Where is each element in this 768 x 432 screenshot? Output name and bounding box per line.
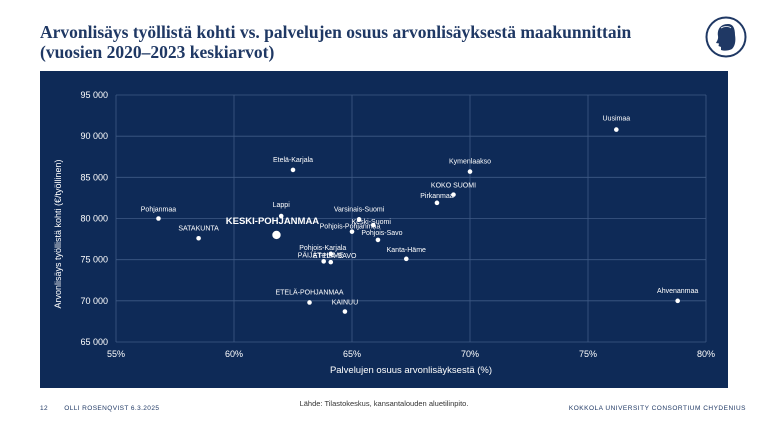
source-note: Lähde: Tilastokeskus, kansantalouden alu… xyxy=(299,399,469,408)
data-point xyxy=(156,216,161,221)
data-point xyxy=(356,217,362,222)
university-logo-icon xyxy=(705,16,747,58)
data-point xyxy=(349,229,355,234)
y-tick-label: 65 000 xyxy=(80,337,108,347)
x-axis-ticks: 55% 60% 65% 70% 75% 80% xyxy=(107,349,715,359)
data-point xyxy=(403,256,409,262)
point-label: Ahvenanmaa xyxy=(657,288,698,295)
scatter-chart: 55% 60% 65% 70% 75% 80% 65 000 70 000 75 000 80 … xyxy=(53,90,715,376)
data-point xyxy=(272,230,281,240)
point-label: ETELÄ-SAVO xyxy=(313,252,357,260)
y-tick-label: 85 000 xyxy=(80,172,108,182)
data-point xyxy=(328,259,334,265)
point-label: Etelä-Karjala xyxy=(273,157,313,164)
point-label: KESKI-POHJANMAA xyxy=(226,216,320,227)
data-point xyxy=(278,213,284,219)
point-label: Varsinais-Suomi xyxy=(334,206,385,213)
x-tick-label: 55% xyxy=(107,349,125,359)
data-point xyxy=(614,127,619,132)
y-tick-label: 95 000 xyxy=(80,90,108,100)
y-tick-label: 75 000 xyxy=(80,255,108,265)
y-axis-ticks: 65 000 70 000 75 000 80 000 85 000 90 000 95 0… xyxy=(80,90,108,347)
data-point xyxy=(307,300,312,305)
footer-left: 12 OLLI ROSENQVIST 6.3.2025 xyxy=(40,405,173,412)
data-point xyxy=(434,200,440,206)
point-label: SATAKUNTA xyxy=(178,225,219,232)
point-label: Pohjois-Savo xyxy=(361,230,402,237)
data-point xyxy=(451,192,456,197)
x-tick-label: 70% xyxy=(461,349,479,359)
data-point xyxy=(290,167,296,173)
y-tick-label: 80 000 xyxy=(80,214,108,224)
data-point xyxy=(370,222,376,228)
point-label: PÄIJÄT-HÄME xyxy=(298,251,344,259)
grid-lines xyxy=(115,94,707,343)
data-point xyxy=(375,237,381,243)
point-label: Lappi xyxy=(273,202,291,209)
point-label: Pohjanmaa xyxy=(141,207,177,214)
x-tick-label: 65% xyxy=(343,349,361,359)
organization-name: KOKKOLA UNIVERSITY CONSORTIUM CHYDENIUS xyxy=(568,405,746,412)
page-title: Arvonlisäys työllistä kohti vs. palveluj… xyxy=(40,22,632,62)
point-label: KOKO SUOMI xyxy=(431,183,476,190)
x-axis-label: Palvelujen osuus arvonlisäyksestä (%) xyxy=(330,365,492,376)
author-date: OLLI ROSENQVIST 6.3.2025 xyxy=(64,405,160,412)
y-axis-label: Arvonlisäys työllistä kohti (€/työllinen… xyxy=(53,159,63,308)
y-tick-label: 90 000 xyxy=(80,131,108,141)
data-point xyxy=(467,169,473,174)
y-tick-label: 70 000 xyxy=(80,296,108,306)
x-tick-label: 80% xyxy=(697,349,715,359)
point-label: Keski-Suomi xyxy=(352,219,392,226)
point-label: Pohjois-Karjala xyxy=(299,245,346,252)
point-label: Pirkanmaa xyxy=(420,193,454,200)
point-label: ETELÄ-POHJANMAA xyxy=(275,288,343,296)
point-label: Kanta-Häme xyxy=(387,247,426,254)
x-tick-label: 75% xyxy=(579,349,597,359)
data-point xyxy=(675,298,680,304)
point-label: Kymenlaakso xyxy=(449,159,491,166)
data-point xyxy=(328,251,334,257)
point-label: Pohjois-Pohjanmaa xyxy=(320,224,381,231)
page-number: 12 xyxy=(40,405,49,412)
data-point xyxy=(342,309,348,314)
chart-panel: 55% 60% 65% 70% 75% 80% 65 000 70 000 75 000 80 … xyxy=(40,71,728,388)
data-points: Uusimaa Etelä-Karjala Kymenlaakso KOKO SUOM… xyxy=(141,116,698,314)
point-label: Uusimaa xyxy=(603,116,631,123)
data-point xyxy=(321,259,326,264)
point-label: KAINUU xyxy=(332,300,358,307)
data-point xyxy=(196,235,201,241)
x-tick-label: 60% xyxy=(225,349,243,359)
